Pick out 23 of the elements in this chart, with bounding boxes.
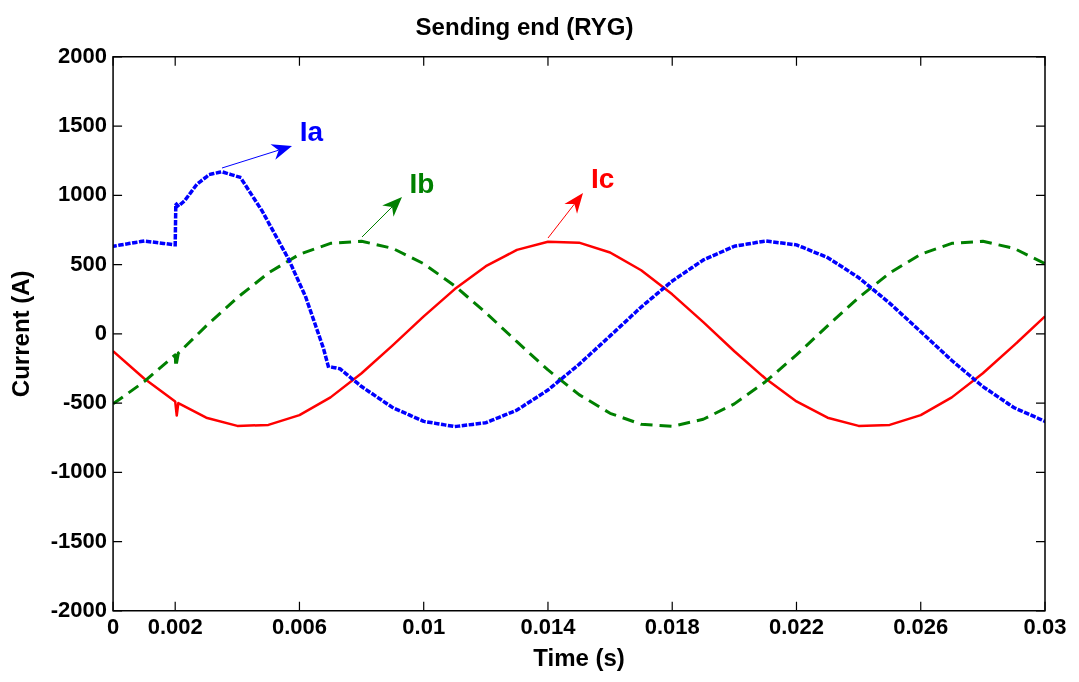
x-tick-label: 0.03 <box>1023 614 1067 640</box>
y-tick-label: 2000 <box>58 42 108 68</box>
y-tick-label: 1000 <box>58 181 108 207</box>
x-tick-label: 0.026 <box>893 614 949 640</box>
x-tick-label: 0.006 <box>271 614 327 640</box>
y-tick-label: 0 <box>94 319 108 345</box>
text: Ia <box>299 116 324 148</box>
x-tick-label: 0.022 <box>768 614 825 640</box>
y-tick-label: -1500 <box>50 527 108 553</box>
y-tick-label: -1000 <box>50 458 108 484</box>
y-tick-label: 1500 <box>58 112 108 138</box>
chart-title: Sending end (RYG) <box>415 13 634 41</box>
series-label: Ic <box>590 163 615 195</box>
x-tick-label: 0.018 <box>644 614 700 640</box>
series-label: Ib <box>409 168 435 199</box>
y-tick-label: -500 <box>63 389 108 415</box>
x-tick-label: 0.002 <box>147 614 203 640</box>
y-tick-label: -2000 <box>50 596 108 622</box>
y-axis-title: Current (A) <box>7 270 35 398</box>
x-tick-label: 0.01 <box>402 614 446 640</box>
x-axis-title: Time (s) <box>533 644 625 672</box>
x-tick-label: 0.014 <box>520 614 577 640</box>
y-tick-label: 500 <box>70 250 108 276</box>
